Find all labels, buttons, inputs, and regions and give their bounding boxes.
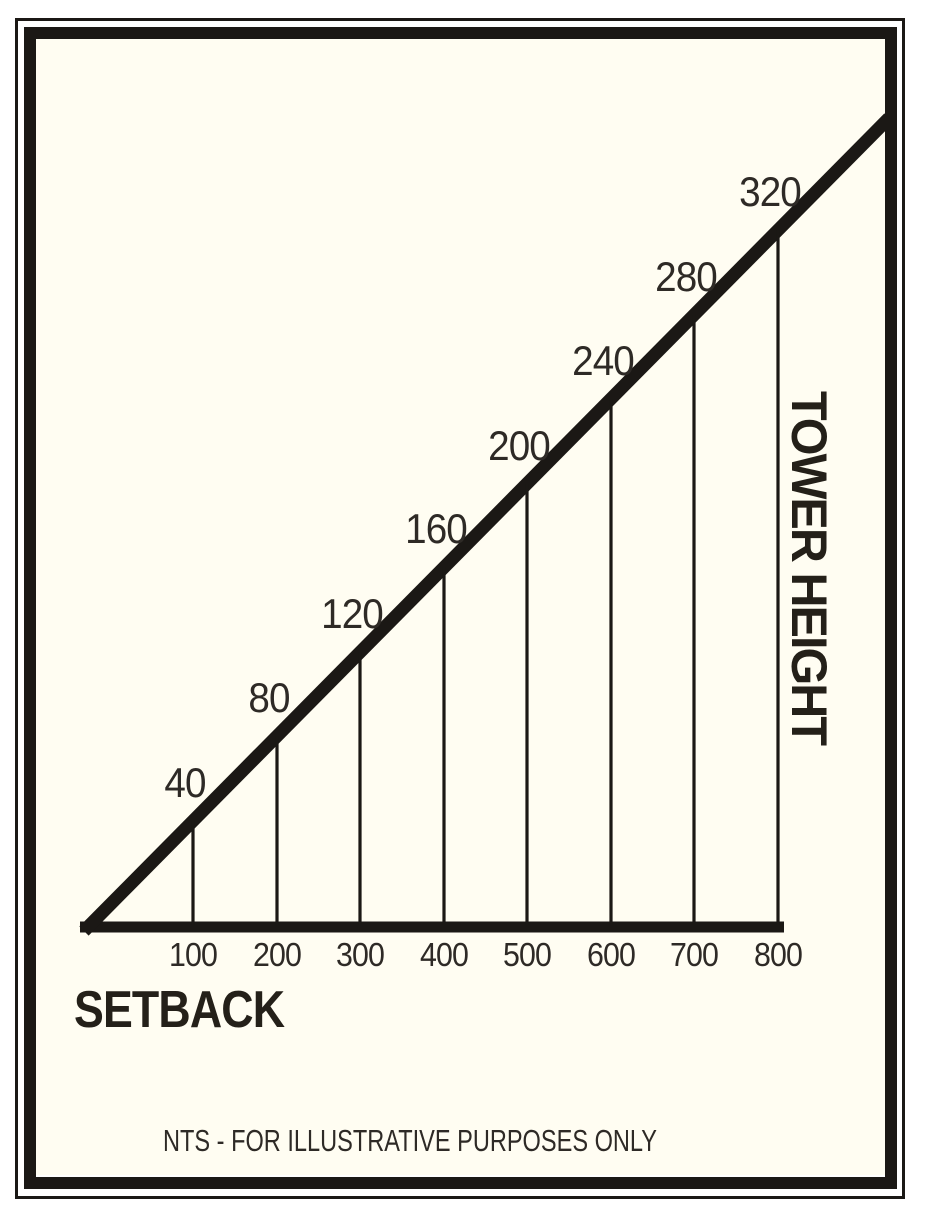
tower-height-value: 80 [248, 673, 290, 721]
setback-value: 200 [253, 936, 302, 973]
setback-value: 100 [169, 936, 218, 973]
x-axis-label: SETBACK [74, 981, 285, 1039]
outer-frame-border [15, 18, 905, 1199]
setback-value: 300 [336, 936, 385, 973]
hypotenuse-line [79, 113, 894, 936]
tower-height-value: 160 [405, 504, 468, 552]
height-tick-lines [191, 230, 780, 925]
tower-height-value: 240 [572, 336, 635, 384]
tower-height-value: 200 [488, 421, 551, 469]
setback-value: 800 [754, 936, 803, 973]
y-axis-label: TOWER HEIGHT [781, 391, 837, 745]
nts-note: NTS - FOR ILLUSTRATIVE PURPOSES ONLY [163, 1123, 657, 1158]
tower-height-value: 120 [321, 589, 384, 637]
setback-value: 500 [503, 936, 552, 973]
tower-height-value: 280 [655, 252, 718, 300]
setback-value: 400 [420, 936, 469, 973]
inner-frame-border [24, 27, 897, 1189]
tower-height-value: 40 [164, 758, 206, 806]
setback-value: 600 [587, 936, 636, 973]
setback-value: 700 [670, 936, 719, 973]
tower-height-value: 320 [739, 167, 802, 215]
diagram-paper-background [36, 39, 885, 1175]
